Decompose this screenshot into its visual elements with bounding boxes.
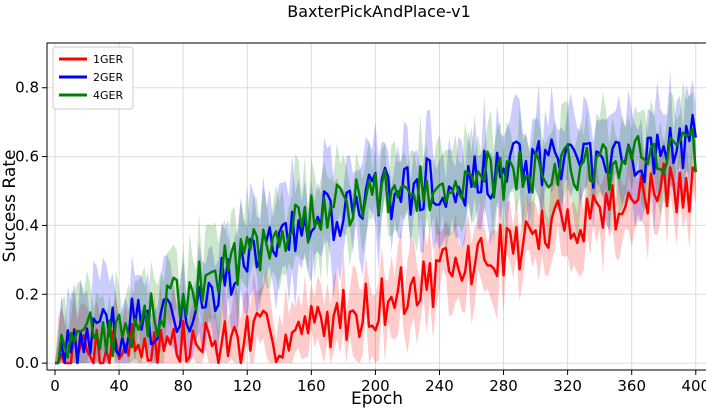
- x-tick-label: 120: [233, 377, 262, 395]
- line-1ger: [55, 162, 697, 365]
- y-tick-label: 0.8: [15, 79, 39, 97]
- x-tick-label: 80: [174, 377, 193, 395]
- y-tick-label: 0.6: [15, 148, 39, 166]
- x-tick-label: 320: [553, 377, 582, 395]
- y-tick-label: 0.0: [15, 354, 39, 372]
- x-axis-ticks: 0 40 80 120 160 200 240 280 320 360 400: [50, 370, 706, 395]
- x-axis-label: Epoch: [351, 389, 403, 408]
- line-4ger: [55, 127, 697, 365]
- y-axis-label: Success Rate: [0, 150, 20, 263]
- x-tick-label: 280: [489, 377, 518, 395]
- x-tick-label: 0: [50, 377, 60, 395]
- y-tick-label: 0.2: [15, 285, 39, 303]
- legend-label-2ger: 2GER: [93, 71, 123, 84]
- x-tick-label: 360: [617, 377, 646, 395]
- x-tick-label: 200: [361, 377, 390, 395]
- series-lines: [55, 113, 697, 365]
- y-tick-label: 0.4: [15, 216, 39, 234]
- legend-label-4ger: 4GER: [93, 89, 123, 102]
- band-2ger: [55, 70, 696, 364]
- line-2ger: [55, 113, 697, 365]
- x-tick-label: 400: [681, 377, 706, 395]
- x-tick-label: 40: [110, 377, 129, 395]
- chart-title: BaxterPickAndPlace-v1: [287, 2, 471, 21]
- x-tick-label: 160: [297, 377, 326, 395]
- x-tick-label: 240: [425, 377, 454, 395]
- plot-frame: [46, 42, 706, 371]
- y-axis-ticks: 0.0 0.2 0.4 0.6 0.8: [15, 79, 47, 372]
- legend: 1GER 2GER 4GER: [52, 46, 134, 110]
- legend-label-1ger: 1GER: [93, 53, 123, 66]
